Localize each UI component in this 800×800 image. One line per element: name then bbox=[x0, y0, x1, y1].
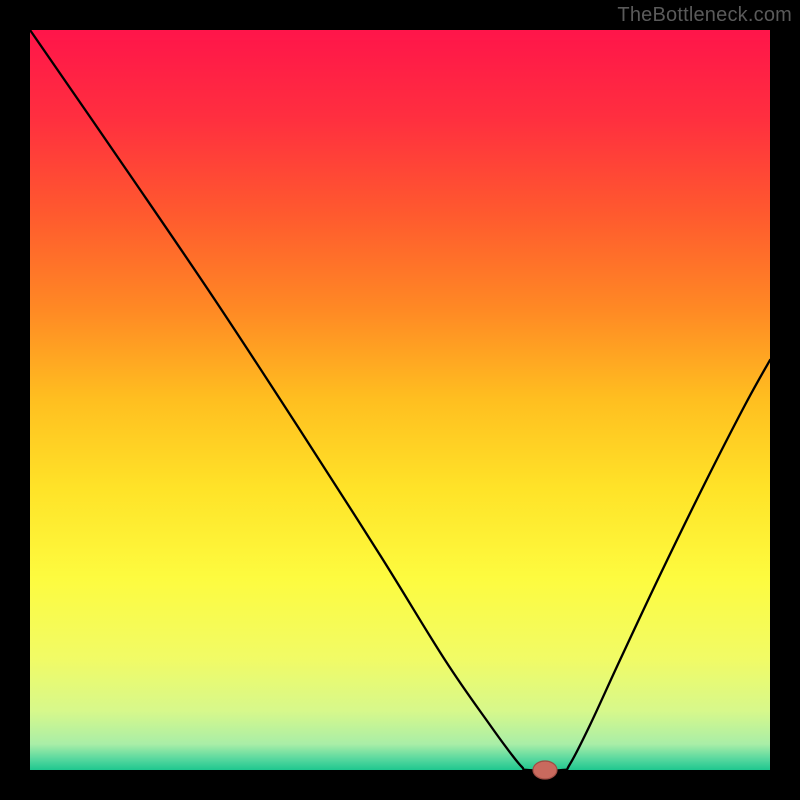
watermark-text: TheBottleneck.com bbox=[617, 4, 792, 27]
chart-svg bbox=[0, 0, 800, 800]
plot-area bbox=[30, 30, 770, 770]
chart-stage: TheBottleneck.com bbox=[0, 0, 800, 800]
optimal-marker bbox=[533, 761, 557, 779]
